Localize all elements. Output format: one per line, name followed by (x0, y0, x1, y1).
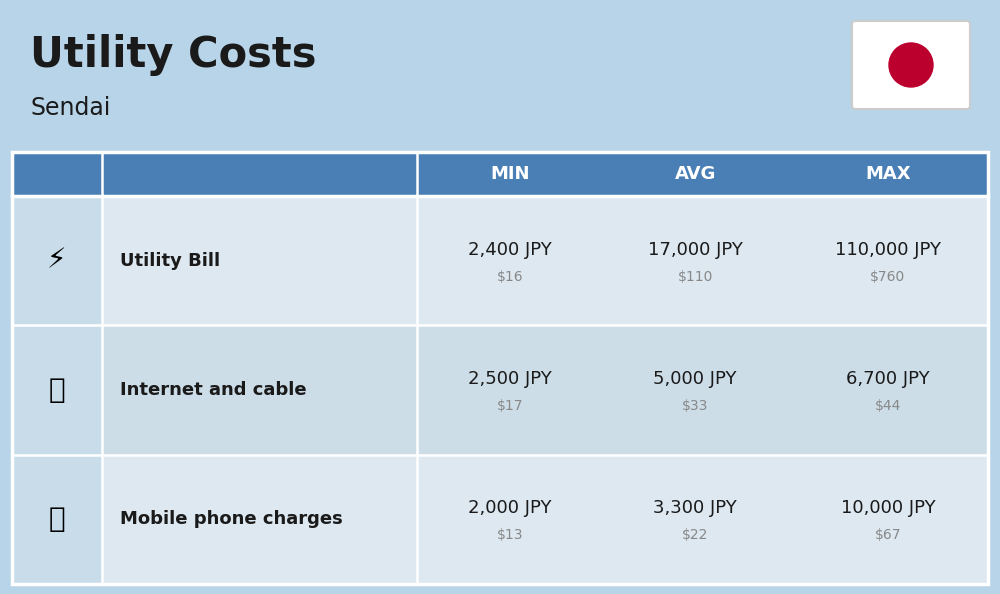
Text: Utility Bill: Utility Bill (120, 252, 220, 270)
FancyBboxPatch shape (12, 326, 102, 454)
Text: $44: $44 (875, 399, 901, 413)
FancyBboxPatch shape (852, 21, 970, 109)
Text: MAX: MAX (865, 165, 911, 183)
Text: MIN: MIN (490, 165, 530, 183)
Text: 2,000 JPY: 2,000 JPY (468, 500, 552, 517)
Text: 17,000 JPY: 17,000 JPY (648, 241, 743, 258)
Text: $67: $67 (875, 528, 901, 542)
Text: Utility Costs: Utility Costs (30, 34, 316, 76)
FancyBboxPatch shape (12, 326, 988, 454)
Circle shape (889, 43, 933, 87)
Text: $33: $33 (682, 399, 708, 413)
Text: 3,300 JPY: 3,300 JPY (653, 500, 737, 517)
Text: 110,000 JPY: 110,000 JPY (835, 241, 941, 258)
Text: AVG: AVG (675, 165, 716, 183)
Text: 📱: 📱 (49, 505, 65, 533)
Text: Sendai: Sendai (30, 96, 110, 120)
Text: $110: $110 (678, 270, 713, 284)
Text: $22: $22 (682, 528, 708, 542)
Text: $13: $13 (497, 528, 523, 542)
Text: 2,500 JPY: 2,500 JPY (468, 370, 552, 388)
FancyBboxPatch shape (12, 152, 988, 196)
FancyBboxPatch shape (12, 196, 102, 326)
FancyBboxPatch shape (12, 454, 988, 584)
FancyBboxPatch shape (12, 196, 988, 326)
Text: 6,700 JPY: 6,700 JPY (846, 370, 930, 388)
Text: 2,400 JPY: 2,400 JPY (468, 241, 552, 258)
Text: Mobile phone charges: Mobile phone charges (120, 510, 343, 528)
Text: 5,000 JPY: 5,000 JPY (653, 370, 737, 388)
Text: 📶: 📶 (49, 376, 65, 404)
Text: 10,000 JPY: 10,000 JPY (841, 500, 935, 517)
FancyBboxPatch shape (12, 454, 102, 584)
Text: $17: $17 (497, 399, 523, 413)
Text: $760: $760 (870, 270, 906, 284)
Text: Internet and cable: Internet and cable (120, 381, 306, 399)
Text: ⚡: ⚡ (47, 247, 67, 274)
Text: $16: $16 (496, 270, 523, 284)
